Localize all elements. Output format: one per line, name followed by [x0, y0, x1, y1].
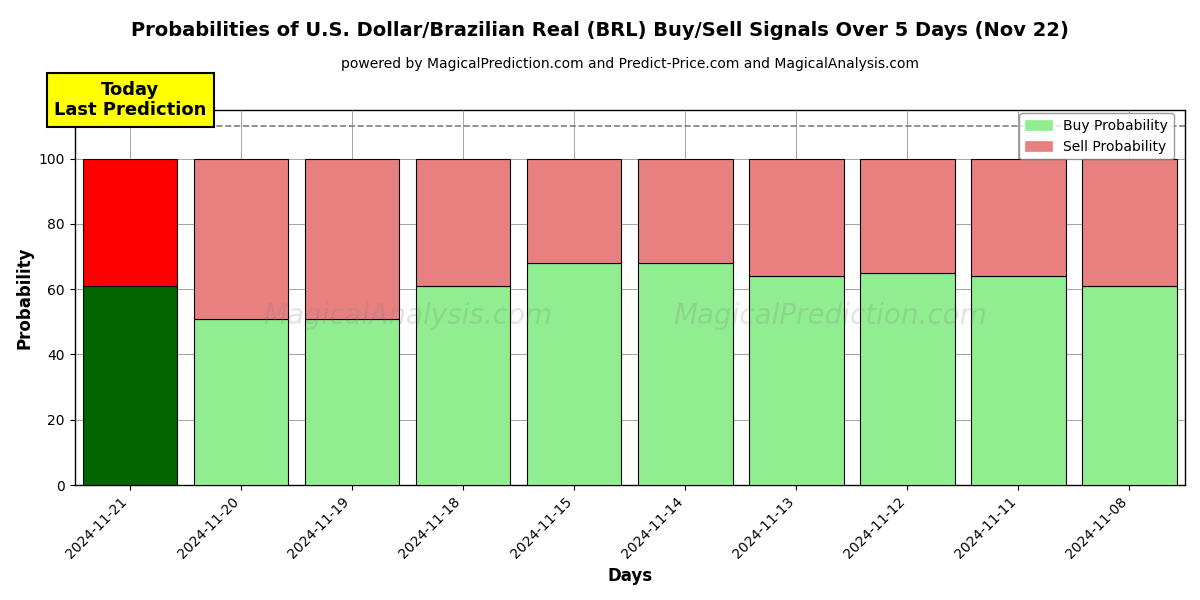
X-axis label: Days: Days	[607, 567, 653, 585]
Bar	[305, 319, 400, 485]
Text: MagicalPrediction.com: MagicalPrediction.com	[673, 302, 986, 330]
Bar	[638, 263, 732, 485]
Bar	[860, 158, 955, 273]
Bar	[1082, 158, 1177, 286]
Bar	[305, 158, 400, 319]
Bar	[971, 276, 1066, 485]
Bar	[194, 158, 288, 319]
Bar	[527, 263, 622, 485]
Bar	[971, 158, 1066, 276]
Y-axis label: Probability: Probability	[16, 246, 34, 349]
Bar	[83, 158, 178, 286]
Legend: Buy Probability, Sell Probability: Buy Probability, Sell Probability	[1019, 113, 1174, 160]
Bar	[416, 158, 510, 286]
Bar	[749, 276, 844, 485]
Bar	[527, 158, 622, 263]
Bar	[860, 273, 955, 485]
Bar	[83, 286, 178, 485]
Bar	[194, 319, 288, 485]
Text: Probabilities of U.S. Dollar/Brazilian Real (BRL) Buy/Sell Signals Over 5 Days (: Probabilities of U.S. Dollar/Brazilian R…	[131, 21, 1069, 40]
Bar	[1082, 286, 1177, 485]
Text: MagicalAnalysis.com: MagicalAnalysis.com	[263, 302, 552, 330]
Bar	[638, 158, 732, 263]
Bar	[749, 158, 844, 276]
Bar	[416, 286, 510, 485]
Title: powered by MagicalPrediction.com and Predict-Price.com and MagicalAnalysis.com: powered by MagicalPrediction.com and Pre…	[341, 57, 919, 71]
Text: Today
Last Prediction: Today Last Prediction	[54, 80, 206, 119]
